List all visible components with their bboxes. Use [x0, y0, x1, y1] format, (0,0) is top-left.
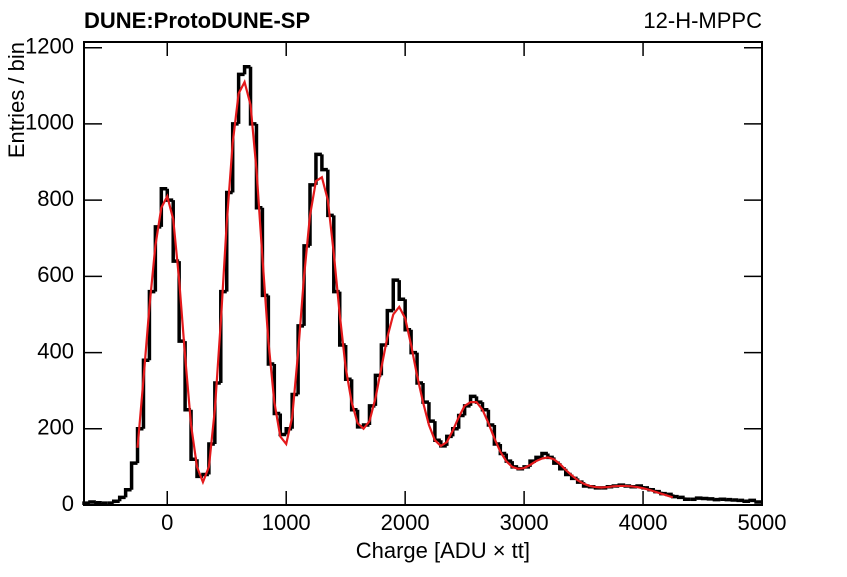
- histogram-bin: [272, 364, 281, 416]
- histogram-bin: [349, 379, 358, 412]
- chart-subtitle: 12-H-MPPC: [643, 8, 762, 33]
- histogram-bin: [427, 402, 435, 423]
- y-tick-label: 1000: [25, 110, 74, 135]
- histogram-bin: [480, 402, 489, 412]
- x-tick-label: 0: [161, 510, 173, 535]
- histogram-bin: [224, 190, 233, 292]
- histogram-bin: [504, 453, 513, 463]
- histogram-bin: [135, 427, 144, 464]
- histogram-bin: [260, 207, 269, 298]
- histogram-bin: [540, 451, 548, 458]
- histogram-bin: [147, 289, 156, 361]
- histogram-bin: [492, 424, 501, 446]
- histogram-bin: [748, 498, 757, 503]
- histogram-bin: [415, 352, 423, 385]
- y-tick-label: 1200: [25, 34, 74, 59]
- histogram-bin: [742, 499, 751, 503]
- histogram-bin: [314, 152, 322, 185]
- histogram-bin: [236, 72, 245, 124]
- histogram-bin: [754, 500, 762, 504]
- histogram-bin: [421, 383, 429, 404]
- x-tick-label: 3000: [500, 510, 549, 535]
- y-tick-label: 200: [37, 415, 74, 440]
- histogram-bin: [123, 488, 132, 498]
- plot-frame: [83, 41, 763, 506]
- histogram-bin: [665, 492, 673, 497]
- x-tick-label: 4000: [619, 510, 668, 535]
- x-axis-label: Charge [ADU × tt]: [356, 538, 530, 563]
- y-tick-label: 0: [62, 491, 74, 516]
- histogram-bin: [320, 154, 328, 172]
- histogram-bin: [682, 497, 691, 502]
- y-tick-label: 600: [37, 262, 74, 287]
- histogram-bin: [117, 495, 126, 502]
- x-tick-label: 2000: [381, 510, 430, 535]
- histogram-bin: [694, 496, 703, 500]
- histogram-bin: [94, 500, 102, 505]
- histogram-bin: [111, 499, 120, 504]
- histogram-bin: [141, 358, 150, 429]
- histogram-bin: [403, 299, 412, 332]
- fit-curve: [136, 78, 674, 499]
- histogram-bin: [248, 66, 257, 126]
- x-tick-label: 5000: [738, 510, 787, 535]
- histogram-bin: [266, 295, 275, 366]
- x-tick-label: 1000: [262, 510, 311, 535]
- chart-title: DUNE:ProtoDUNE-SP: [84, 8, 310, 33]
- histogram-bin: [462, 404, 471, 416]
- y-axis-label: Entries / bin: [4, 42, 29, 158]
- histogram-bin: [391, 278, 400, 311]
- y-tick-label: 400: [37, 338, 74, 363]
- y-tick-label: 800: [37, 186, 74, 211]
- histogram-bin: [213, 381, 221, 445]
- histogram-bin: [88, 500, 96, 504]
- histogram-bin: [433, 421, 441, 442]
- histogram-bin: [671, 494, 679, 499]
- histogram-bin: [409, 329, 418, 355]
- histogram-bin: [219, 289, 227, 384]
- histogram-bin: [129, 461, 138, 490]
- histogram-bin: [474, 396, 483, 404]
- histogram-bin: [230, 122, 239, 193]
- histogram-bin: [676, 495, 685, 500]
- histogram-bin: [712, 497, 721, 502]
- histogram-bin: [254, 123, 263, 210]
- histogram-bin: [343, 344, 352, 381]
- histogram-bin: [397, 280, 406, 301]
- histogram-bin: [534, 455, 542, 462]
- histogram-bin: [296, 324, 305, 395]
- histogram-bin: [326, 169, 334, 218]
- histogram-bin: [242, 65, 251, 75]
